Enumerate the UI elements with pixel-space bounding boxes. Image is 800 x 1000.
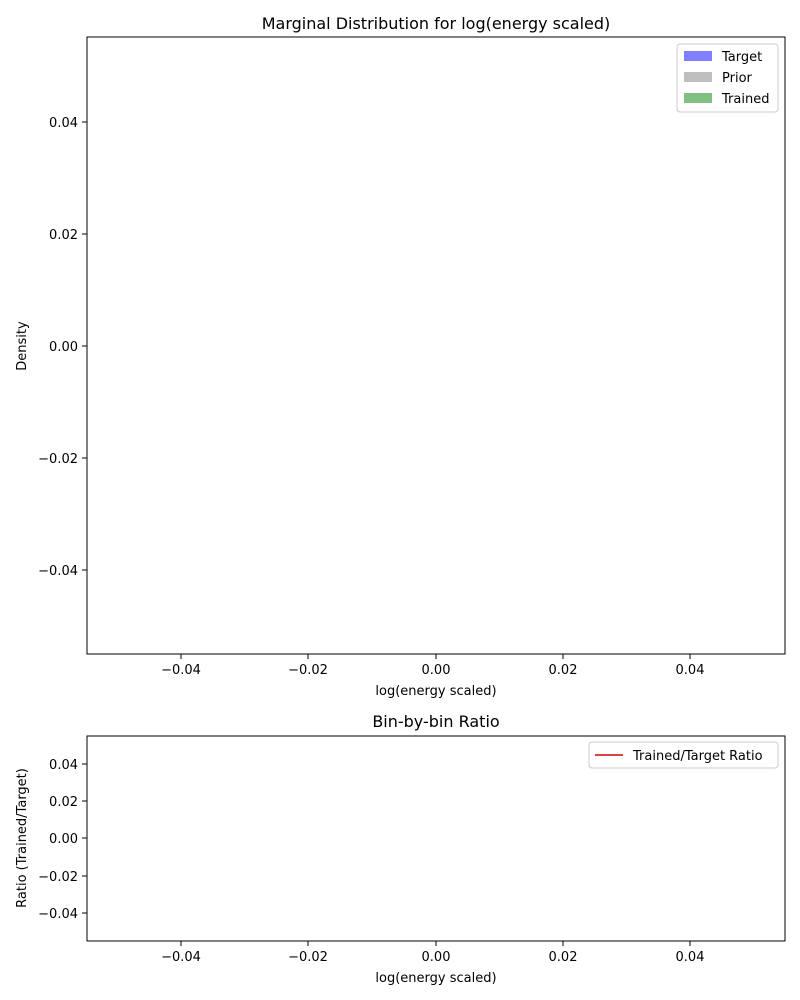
legend-label-target: Target <box>721 50 762 65</box>
legend-label-trained: Trained <box>721 92 769 107</box>
histogram-x-tick-label: 0.00 <box>422 663 451 678</box>
ratio-y-tick-label: −0.04 <box>38 907 78 922</box>
histogram-x-axis-label: log(energy scaled) <box>375 684 496 699</box>
histogram-y-tick-label: 0.04 <box>49 116 78 131</box>
ratio-y-tick-label: 0.00 <box>49 832 78 847</box>
legend-label-ratio: Trained/Target Ratio <box>632 749 763 764</box>
ratio-x-tick-label: −0.02 <box>288 950 328 965</box>
histogram-title: Marginal Distribution for log(energy sca… <box>262 14 611 33</box>
histogram-x-tick-label: 0.04 <box>676 663 705 678</box>
legend-swatch-trained <box>684 93 712 103</box>
ratio-y-tick-label: 0.04 <box>49 758 78 773</box>
ratio-y-tick-label: −0.02 <box>38 870 78 885</box>
histogram-x-tick-label: −0.02 <box>288 663 328 678</box>
ratio-panel: Bin-by-bin Ratio −0.04 −0.02 0.00 0.02 0… <box>15 712 786 986</box>
ratio-x-tick-label: 0.02 <box>549 950 578 965</box>
histogram-y-tick-label: −0.04 <box>38 564 78 579</box>
ratio-x-axis-label: log(energy scaled) <box>375 971 496 986</box>
histogram-x-tick-label: −0.04 <box>161 663 201 678</box>
histogram-x-ticks: −0.04 −0.02 0.00 0.02 0.04 <box>161 654 704 678</box>
histogram-y-tick-label: 0.00 <box>49 340 78 355</box>
ratio-title: Bin-by-bin Ratio <box>372 712 499 731</box>
histogram-y-axis-label: Density <box>15 321 30 371</box>
histogram-y-tick-label: −0.02 <box>38 452 78 467</box>
ratio-y-ticks: −0.04 −0.02 0.00 0.02 0.04 <box>38 758 87 922</box>
ratio-x-tick-label: 0.04 <box>676 950 705 965</box>
histogram-panel: Marginal Distribution for log(energy sca… <box>15 14 786 699</box>
legend-label-prior: Prior <box>722 71 753 86</box>
ratio-x-tick-label: 0.00 <box>422 950 451 965</box>
ratio-x-ticks: −0.04 −0.02 0.00 0.02 0.04 <box>161 941 704 965</box>
histogram-x-tick-label: 0.02 <box>549 663 578 678</box>
ratio-y-tick-label: 0.02 <box>49 795 78 810</box>
ratio-legend-frame <box>588 741 779 769</box>
legend-swatch-target <box>684 51 712 61</box>
histogram-legend: Target Prior Trained <box>676 43 779 113</box>
ratio-legend: Trained/Target Ratio <box>588 741 779 769</box>
ratio-y-axis-label: Ratio (Trained/Target) <box>15 768 30 908</box>
histogram-y-ticks: −0.04 −0.02 0.00 0.02 0.04 <box>38 116 87 579</box>
legend-swatch-prior <box>684 72 712 82</box>
histogram-y-tick-label: 0.02 <box>49 228 78 243</box>
ratio-x-tick-label: −0.04 <box>161 950 201 965</box>
